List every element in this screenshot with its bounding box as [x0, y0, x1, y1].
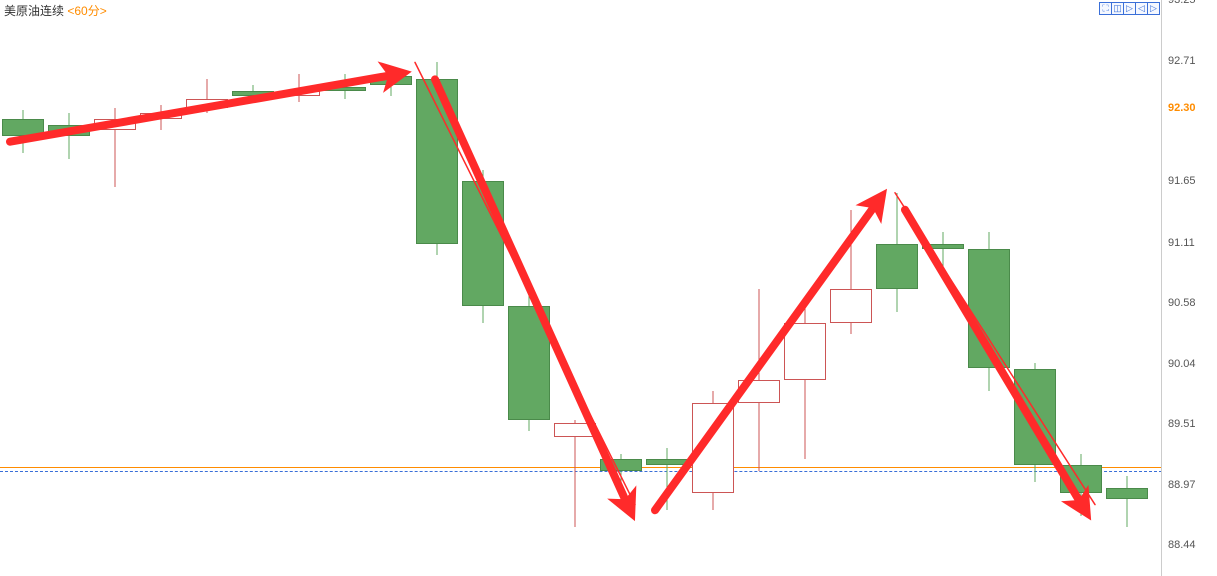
candle[interactable]	[968, 0, 1010, 576]
candle[interactable]	[1106, 0, 1148, 576]
candle-body	[416, 79, 458, 243]
candle[interactable]	[554, 0, 596, 576]
candle-body	[600, 459, 642, 470]
candle-wick	[69, 113, 70, 158]
candle-wick	[345, 74, 346, 99]
y-tick: 91.65	[1168, 175, 1196, 187]
candle-body	[48, 125, 90, 136]
candle-body	[554, 423, 596, 437]
candle-wick	[299, 74, 300, 102]
plot-area[interactable]	[0, 0, 1162, 576]
candle[interactable]	[784, 0, 826, 576]
candle-wick	[1127, 476, 1128, 527]
candle-body	[232, 91, 274, 97]
candle-body	[324, 87, 366, 90]
candle-body	[784, 323, 826, 380]
candle-body	[1014, 369, 1056, 465]
candle[interactable]	[186, 0, 228, 576]
candle[interactable]	[324, 0, 366, 576]
candle-body	[876, 244, 918, 289]
candle[interactable]	[1060, 0, 1102, 576]
candle[interactable]	[94, 0, 136, 576]
candle-body	[462, 181, 504, 306]
y-tick: 92.71	[1168, 55, 1196, 67]
candle-body	[1106, 488, 1148, 499]
candle-body	[738, 380, 780, 403]
candle[interactable]	[2, 0, 44, 576]
y-axis: 93.25 92.71 92.30 91.65 91.11 90.58 90.04 89.51…	[1161, 0, 1217, 576]
candle-body	[922, 244, 964, 250]
y-tick: 91.11	[1168, 237, 1195, 249]
candle[interactable]	[830, 0, 872, 576]
candle-body	[186, 99, 228, 108]
candle-wick	[943, 232, 944, 277]
y-tick: 88.44	[1168, 539, 1196, 551]
candle-body	[830, 289, 872, 323]
candle-body	[646, 459, 688, 465]
candle[interactable]	[416, 0, 458, 576]
candle-body	[2, 119, 44, 136]
candle[interactable]	[508, 0, 550, 576]
candle-body	[1060, 465, 1102, 493]
y-tick: 93.25	[1168, 0, 1196, 6]
candle-body	[94, 119, 136, 130]
candle-body	[370, 76, 412, 85]
candle-body	[692, 403, 734, 494]
candle[interactable]	[922, 0, 964, 576]
candle-body	[278, 91, 320, 97]
candle[interactable]	[278, 0, 320, 576]
candle[interactable]	[692, 0, 734, 576]
candle[interactable]	[370, 0, 412, 576]
chart-container: 美原油连续 <60分> ⛶◫▷◁▷ 93.2592.7192.3091.6591…	[0, 0, 1217, 576]
candle[interactable]	[140, 0, 182, 576]
candle[interactable]	[876, 0, 918, 576]
candle[interactable]	[462, 0, 504, 576]
y-tick: 90.04	[1168, 358, 1196, 370]
candle[interactable]	[48, 0, 90, 576]
candle-body	[968, 249, 1010, 368]
y-tick: 88.97	[1168, 479, 1196, 491]
candle-wick	[207, 79, 208, 113]
y-tick: 89.51	[1168, 418, 1196, 430]
candle[interactable]	[1014, 0, 1056, 576]
candle-body	[508, 306, 550, 419]
candle[interactable]	[646, 0, 688, 576]
candle[interactable]	[232, 0, 274, 576]
y-tick-current: 92.30	[1168, 102, 1196, 114]
candle-body	[140, 113, 182, 119]
candle-wick	[667, 448, 668, 510]
y-tick: 90.58	[1168, 297, 1196, 309]
candle[interactable]	[600, 0, 642, 576]
candle[interactable]	[738, 0, 780, 576]
